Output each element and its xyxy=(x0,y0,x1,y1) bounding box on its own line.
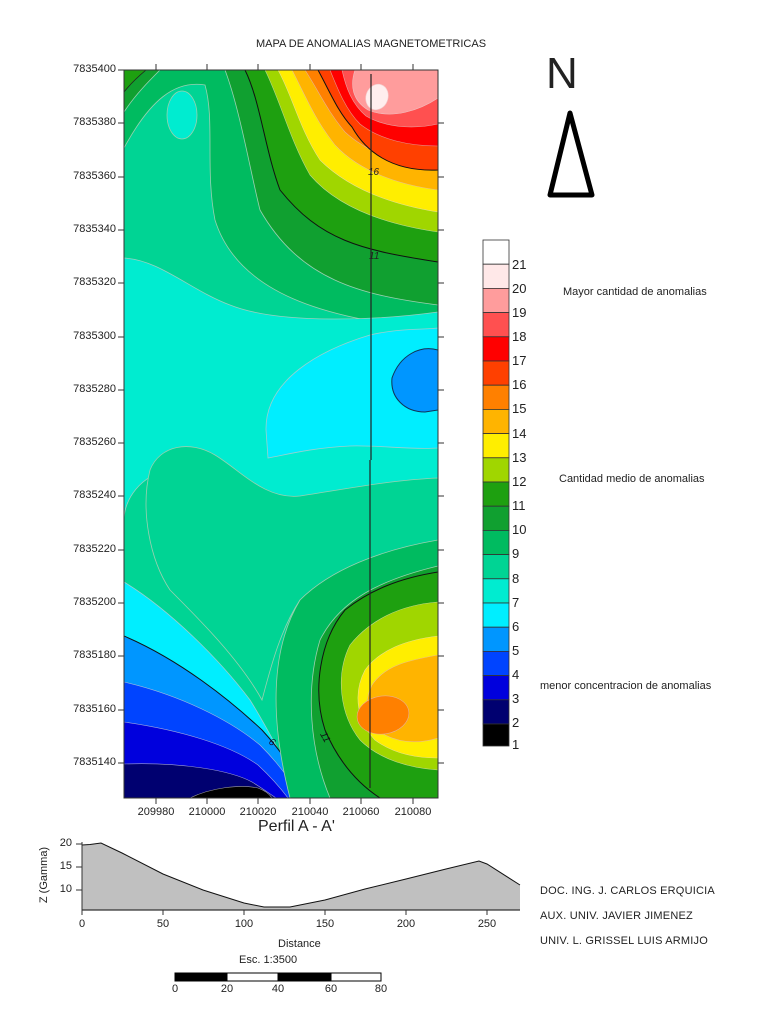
credit-line: DOC. ING. J. CARLOS ERQUICIA xyxy=(540,885,715,897)
profile-x-tick: 50 xyxy=(156,918,170,930)
profile-ylabel: Z (Gamma) xyxy=(38,846,50,904)
legend-level: 20 xyxy=(512,281,527,296)
legend-level: 17 xyxy=(512,353,527,368)
legend-level: 21 xyxy=(512,257,527,272)
legend-level: 14 xyxy=(512,426,527,441)
scale-label: Esc. 1:3500 xyxy=(239,954,298,966)
legend-colorbar xyxy=(482,239,510,747)
profile-x-tick: 150 xyxy=(315,918,335,930)
y-tick-label: 7835140 xyxy=(73,756,116,768)
contour-label-16: 16 xyxy=(368,167,380,178)
legend-note-low: menor concentracion de anomalias xyxy=(540,680,712,692)
x-tick-label: 210040 xyxy=(291,806,329,818)
y-tick-label: 7835300 xyxy=(73,330,116,342)
x-tick-label: 210080 xyxy=(394,806,432,818)
map-frame xyxy=(123,69,439,799)
profile-x-tick: 250 xyxy=(477,918,497,930)
scale-tick: 40 xyxy=(271,983,285,995)
legend-level: 12 xyxy=(512,474,527,489)
credit-line: UNIV. L. GRISSEL LUIS ARMIJO xyxy=(540,935,709,947)
legend-level: 18 xyxy=(512,329,527,344)
legend-level: 3 xyxy=(512,691,520,706)
x-tick-label: 209980 xyxy=(137,806,175,818)
legend-level: 4 xyxy=(512,667,520,682)
legend-level: 1 xyxy=(512,737,520,752)
north-arrow-icon xyxy=(547,110,595,198)
scale-tick: 20 xyxy=(220,983,234,995)
x-tick-label: 210060 xyxy=(342,806,380,818)
y-tick-label: 7835280 xyxy=(73,383,116,395)
x-tick-label: 210020 xyxy=(239,806,277,818)
map-title-text: MAPA DE ANOMALIAS MAGNETOMETRICAS xyxy=(256,38,487,50)
y-tick-label: 7835400 xyxy=(73,63,116,75)
legend-note-high: Mayor cantidad de anomalias xyxy=(563,286,707,298)
legend-level: 2 xyxy=(512,715,520,730)
y-tick-label: 7835340 xyxy=(73,223,116,235)
credit-line: AUX. UNIV. JAVIER JIMENEZ xyxy=(540,910,693,922)
legend-level: 19 xyxy=(512,305,527,320)
y-tick-label: 7835360 xyxy=(73,170,116,182)
x-tick-label: 210000 xyxy=(188,806,226,818)
legend-level: 16 xyxy=(512,377,527,392)
legend-level: 6 xyxy=(512,619,520,634)
legend-level: 9 xyxy=(512,546,520,561)
profile-y-tick: 15 xyxy=(59,860,72,872)
profile-x-tick: 0 xyxy=(78,918,86,930)
y-tick-label: 7835260 xyxy=(73,436,116,448)
y-tick-label: 7835240 xyxy=(73,489,116,501)
y-tick-label: 7835180 xyxy=(73,649,116,661)
profile-title: Perfil A - A' xyxy=(258,818,335,835)
scale-bar xyxy=(174,972,382,982)
y-tick-label: 7835200 xyxy=(73,596,116,608)
profile-y-tick: 10 xyxy=(59,883,72,895)
legend-level: 7 xyxy=(512,595,520,610)
legend-level: 15 xyxy=(512,401,527,416)
scale-tick: 0 xyxy=(171,983,179,995)
y-tick-label: 7835220 xyxy=(73,543,116,555)
profile-x-tick: 200 xyxy=(396,918,416,930)
north-label: N xyxy=(546,49,578,98)
y-tick-label: 7835320 xyxy=(73,276,116,288)
legend-level: 10 xyxy=(512,522,527,537)
legend-note-mid: Cantidad medio de anomalias xyxy=(559,473,705,485)
legend-level: 8 xyxy=(512,571,520,586)
legend-level: 13 xyxy=(512,450,527,465)
contour-label-11: 11 xyxy=(369,251,379,262)
legend-level: 5 xyxy=(512,643,520,658)
y-tick-label: 7835160 xyxy=(73,703,116,715)
contour-label-6: 6 xyxy=(266,737,277,749)
contour-map: 16 11 6 11 xyxy=(124,70,438,798)
profile-y-tick: 20 xyxy=(59,837,72,849)
profile-x-tick: 100 xyxy=(234,918,254,930)
profile-chart xyxy=(76,842,521,915)
y-axis-ticks xyxy=(118,64,444,804)
scale-tick: 80 xyxy=(374,983,388,995)
contour-label-11b: 11 xyxy=(317,730,332,744)
profile-xlabel: Distance xyxy=(278,938,321,950)
y-tick-label: 7835380 xyxy=(73,116,116,128)
scale-tick: 60 xyxy=(324,983,338,995)
legend-level: 11 xyxy=(512,498,526,513)
